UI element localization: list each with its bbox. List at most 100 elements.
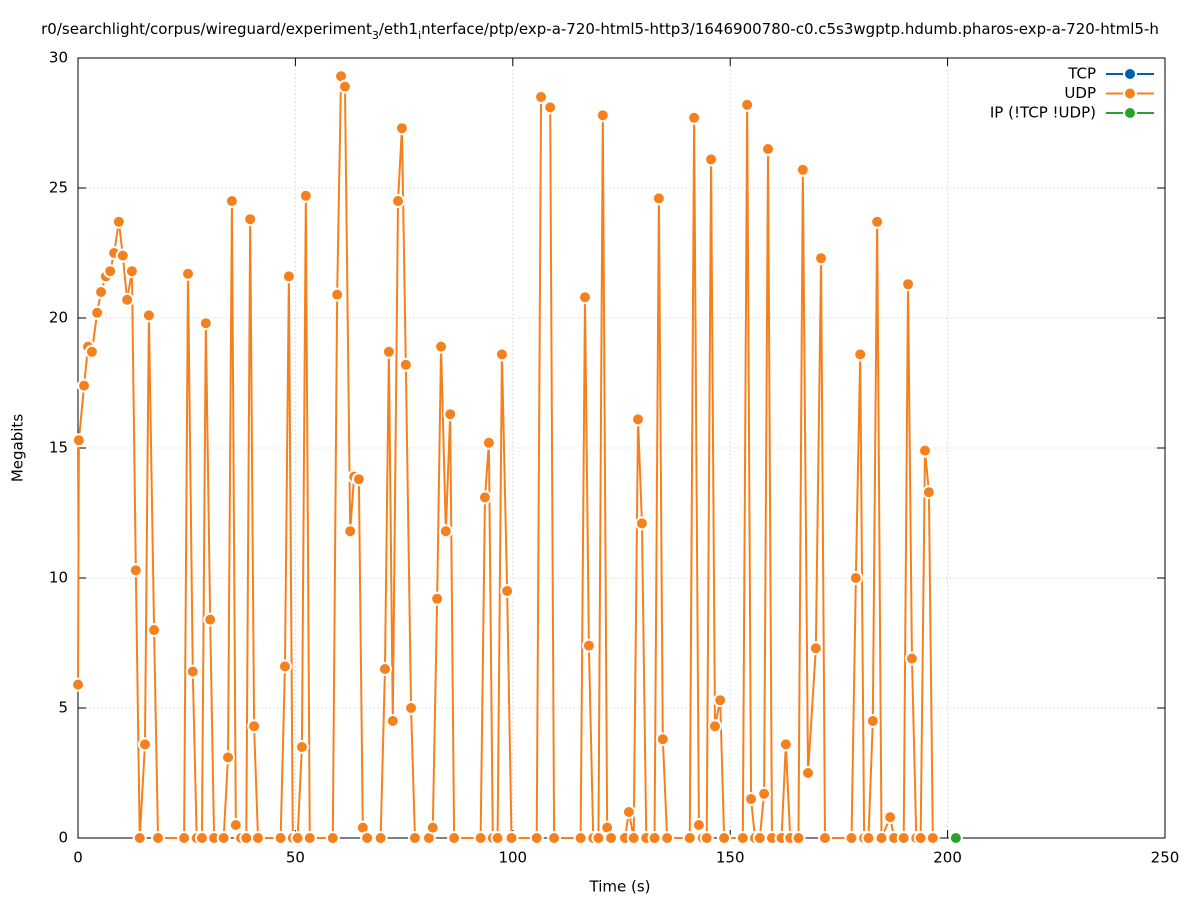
data-point: [735, 831, 750, 845]
data-point: [151, 831, 166, 845]
data-point: [273, 831, 288, 845]
data-point: [298, 188, 313, 203]
data-point: [494, 347, 509, 362]
data-point: [691, 818, 706, 832]
data-point: [343, 524, 358, 539]
data-point: [913, 831, 928, 845]
data-point: [137, 737, 152, 752]
legend-marker: [1123, 67, 1137, 81]
data-point: [581, 638, 596, 653]
data-point: [651, 191, 666, 206]
data-point: [141, 308, 156, 323]
data-point: [547, 831, 562, 845]
data-point: [504, 831, 519, 845]
x-tick-label: 150: [716, 849, 745, 867]
data-point: [699, 831, 714, 845]
data-point: [713, 693, 728, 708]
data-point: [791, 831, 806, 845]
y-tick-label: 30: [49, 49, 68, 67]
x-tick-label: 100: [498, 849, 527, 867]
y-tick-label: 25: [49, 179, 68, 197]
data-point: [381, 344, 396, 359]
data-point: [404, 701, 419, 715]
legend-label: IP (!TCP !UDP): [990, 104, 1096, 122]
data-point: [631, 412, 646, 427]
data-point: [181, 266, 196, 281]
data-point: [430, 591, 445, 606]
data-point: [360, 831, 375, 845]
data-point: [621, 805, 636, 819]
data-point: [500, 584, 515, 598]
data-point: [744, 792, 759, 806]
data-point: [247, 719, 262, 734]
data-point: [660, 831, 675, 845]
data-point: [239, 831, 254, 845]
data-point: [529, 831, 544, 845]
data-point: [874, 831, 889, 845]
data-point: [398, 357, 413, 372]
data-point: [577, 290, 592, 305]
x-tick-label: 250: [1151, 849, 1180, 867]
data-point: [848, 571, 863, 585]
data-point: [904, 651, 919, 666]
data-point: [434, 339, 449, 354]
data-point: [634, 516, 649, 531]
data-point: [682, 831, 697, 845]
data-point: [115, 248, 130, 263]
data-point: [77, 378, 92, 393]
grid: 0 5 10 15 20 25 30 0 50 100 150 200 250: [49, 49, 1179, 867]
data-point: [808, 641, 823, 656]
data-point: [111, 214, 126, 229]
data-point: [626, 831, 641, 845]
data-point: [921, 485, 936, 500]
data-point: [407, 831, 422, 845]
data-point: [591, 831, 606, 845]
data-point: [351, 472, 366, 487]
data-point: [925, 831, 940, 845]
data-point: [373, 831, 388, 845]
data-point: [391, 194, 406, 208]
data-point: [385, 714, 400, 728]
data-point: [438, 524, 453, 539]
plot-area: [71, 69, 963, 845]
data-point: [377, 662, 392, 676]
data-point: [752, 831, 767, 845]
y-axis-label: Megabits: [9, 414, 27, 482]
data-point: [302, 831, 317, 845]
data-point: [778, 737, 793, 752]
data-point: [447, 831, 462, 845]
data-point: [534, 90, 549, 104]
x-tick-label: 200: [933, 849, 962, 867]
data-point: [128, 563, 143, 578]
data-point: [687, 110, 702, 125]
y-tick-label: 10: [49, 569, 68, 587]
data-point: [330, 287, 345, 302]
x-tick-label: 50: [286, 849, 305, 867]
data-point: [251, 831, 266, 845]
data-point: [543, 100, 558, 115]
data-point: [185, 664, 200, 679]
data-point: [901, 277, 916, 292]
data-point: [604, 831, 619, 845]
data-point: [216, 831, 231, 845]
data-point: [228, 818, 243, 832]
y-tick-label: 0: [58, 829, 68, 847]
data-point: [177, 831, 192, 845]
data-point: [655, 732, 670, 747]
data-point: [203, 612, 218, 627]
data-point: [132, 831, 147, 845]
data-point: [795, 162, 810, 177]
data-point: [861, 831, 876, 845]
data-point: [71, 677, 85, 692]
data-point: [883, 810, 898, 825]
data-point: [817, 831, 832, 845]
data-point: [94, 285, 109, 299]
y-tick-label: 5: [58, 699, 68, 717]
data-point: [103, 264, 118, 279]
data-point: [277, 659, 292, 674]
data-point: [90, 305, 105, 320]
data-point: [573, 831, 588, 845]
data-point: [896, 831, 911, 845]
data-point: [801, 766, 816, 780]
